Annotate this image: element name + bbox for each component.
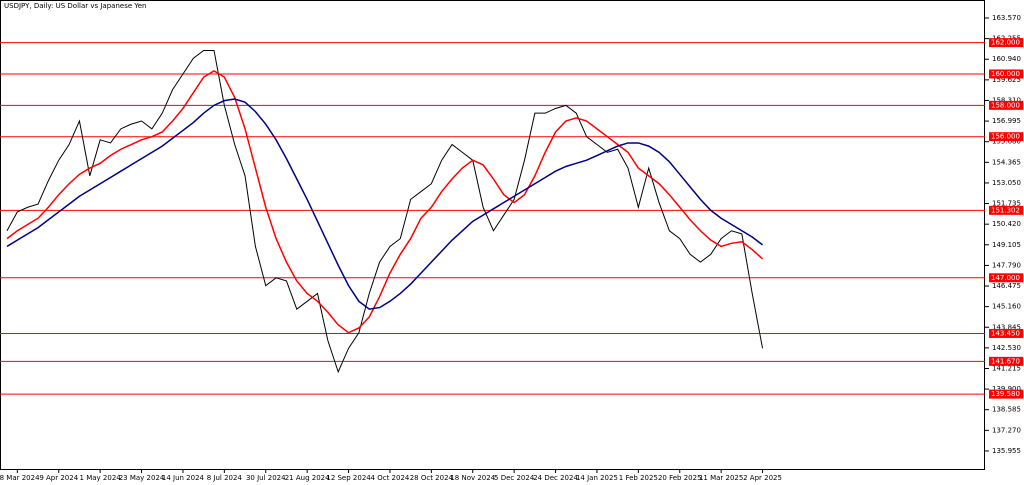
- x-tick-label: 23 May 2024: [119, 474, 165, 482]
- y-tick-label: 147.790: [992, 261, 1021, 269]
- x-tick-label: 5 Dec 2024: [494, 474, 535, 482]
- level-label: 141.670: [991, 357, 1020, 365]
- y-tick-label: 158.310: [992, 96, 1021, 104]
- x-tick-label: 4 Oct 2024: [371, 474, 410, 482]
- level-label-box: [989, 38, 1023, 48]
- x-tick-label: 12 Sep 2024: [326, 474, 371, 482]
- y-tick-label: 151.735: [992, 200, 1021, 208]
- level-label-box: [989, 132, 1023, 142]
- price-line: [6, 98, 764, 310]
- level-label: 147.000: [991, 274, 1020, 282]
- x-tick-label: 24 Dec 2024: [533, 474, 578, 482]
- level-label: 158.000: [991, 101, 1020, 109]
- plot-frame: [0, 0, 985, 470]
- x-tick-label: 28 Oct 2024: [410, 474, 454, 482]
- level-label-box: [989, 205, 1023, 215]
- y-tick-label: 139.900: [992, 385, 1021, 393]
- level-label-box: [989, 328, 1023, 338]
- level-label: 139.580: [991, 390, 1020, 398]
- level-label: 151.302: [991, 206, 1020, 214]
- chart-title: USDJPY, Daily: US Dollar vs Japanese Yen: [4, 2, 146, 10]
- x-tick-label: 30 Jul 2024: [246, 474, 286, 482]
- x-tick-label: 18 Nov 2024: [450, 474, 495, 482]
- level-label: 156.000: [991, 133, 1020, 141]
- y-tick-label: 159.625: [992, 76, 1021, 84]
- level-label: 160.000: [991, 70, 1020, 78]
- y-tick-label: 135.955: [992, 447, 1021, 455]
- level-label-box: [989, 389, 1023, 399]
- level-label: 143.450: [991, 329, 1020, 337]
- price-line: [6, 69, 764, 334]
- y-tick-label: 137.270: [992, 426, 1021, 434]
- level-label-box: [989, 100, 1023, 110]
- x-tick-label: 1 Feb 2025: [619, 474, 658, 482]
- x-tick-label: 18 Mar 2024: [0, 474, 40, 482]
- y-tick-label: 150.420: [992, 220, 1021, 228]
- y-tick-label: 146.475: [992, 282, 1021, 290]
- y-tick-label: 160.940: [992, 55, 1021, 63]
- x-tick-label: 2 Apr 2025: [743, 474, 782, 482]
- level-label-box: [989, 273, 1023, 283]
- level-label: 162.000: [991, 39, 1020, 47]
- y-tick-label: 154.365: [992, 158, 1021, 166]
- level-label-box: [989, 69, 1023, 79]
- y-tick-label: 145.160: [992, 303, 1021, 311]
- y-tick-label: 138.585: [992, 406, 1021, 414]
- y-tick-label: 155.680: [992, 138, 1021, 146]
- x-tick-label: 14 Jun 2024: [162, 474, 205, 482]
- x-tick-label: 20 Feb 2025: [658, 474, 702, 482]
- price-line: [6, 49, 764, 374]
- y-tick-label: 142.530: [992, 344, 1021, 352]
- x-tick-label: 1 May 2024: [80, 474, 122, 482]
- x-tick-label: 8 Jul 2024: [207, 474, 243, 482]
- x-tick-label: 14 Jan 2025: [576, 474, 618, 482]
- y-tick-label: 143.845: [992, 323, 1021, 331]
- y-tick-label: 141.215: [992, 364, 1021, 372]
- level-label-box: [989, 356, 1023, 366]
- y-tick-label: 149.105: [992, 241, 1021, 249]
- y-tick-label: 153.050: [992, 179, 1021, 187]
- x-tick-label: 9 Apr 2024: [39, 474, 78, 482]
- x-tick-label: 11 Mar 2025: [699, 474, 743, 482]
- y-tick-label: 163.570: [992, 14, 1021, 22]
- y-tick-label: 156.995: [992, 117, 1021, 125]
- x-tick-label: 21 Aug 2024: [285, 474, 330, 482]
